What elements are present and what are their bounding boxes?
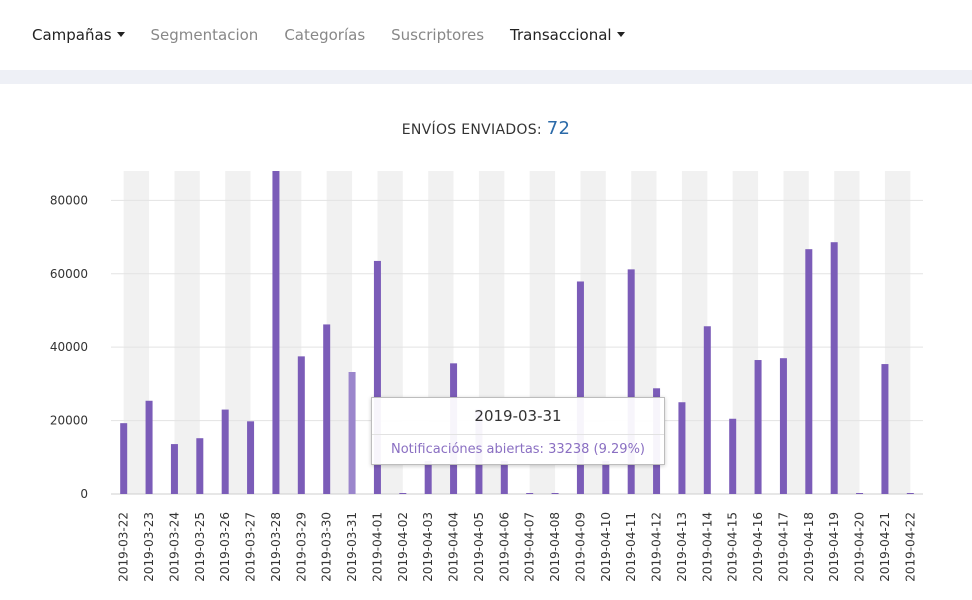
- chart-tooltip: 2019-03-31 Notificaciónes abiertas: 3323…: [371, 397, 665, 465]
- column-band: [225, 171, 251, 494]
- nav-item-segmentacion[interactable]: Segmentacion: [151, 26, 259, 44]
- bar: [170, 444, 178, 494]
- caret-down-icon: [116, 32, 125, 37]
- bar: [779, 358, 787, 494]
- nav-item-label: Campañas: [32, 26, 112, 44]
- nav-item-transaccional[interactable]: Transaccional: [510, 26, 625, 44]
- bar: [881, 364, 889, 494]
- top-navbar: Campañas Segmentacion Categorías Suscrip…: [0, 0, 972, 70]
- x-tick-label: 2019-04-16: [751, 512, 765, 582]
- column-band: [681, 171, 708, 494]
- x-tick-label: 2019-04-14: [700, 512, 714, 582]
- column-band: [123, 171, 150, 494]
- caret-down-icon: [616, 32, 625, 37]
- x-tick-label: 2019-03-26: [218, 512, 232, 582]
- bar: [576, 281, 584, 494]
- x-tick-label: 2019-04-18: [802, 512, 816, 582]
- x-tick-label: 2019-04-03: [421, 512, 435, 582]
- bar: [247, 421, 255, 494]
- x-tick-label: 2019-03-22: [117, 512, 131, 582]
- x-tick-label: 2019-04-21: [878, 512, 892, 582]
- chart-title-prefix: ENVÍOS ENVIADOS:: [401, 122, 542, 138]
- bar: [120, 423, 128, 494]
- bar: [627, 269, 635, 494]
- tooltip-date: 2019-03-31: [372, 398, 664, 435]
- nav-item-suscriptores[interactable]: Suscriptores: [391, 26, 484, 44]
- x-tick-label: 2019-04-04: [447, 512, 461, 582]
- bar: [145, 400, 153, 494]
- x-tick-label: 2019-04-19: [827, 512, 841, 582]
- x-tick-label: 2019-04-06: [497, 512, 511, 582]
- bar: [729, 418, 737, 494]
- x-tick-label: 2019-03-30: [320, 512, 334, 582]
- x-tick-label: 2019-04-01: [370, 512, 384, 582]
- y-tick-label: 80000: [50, 193, 88, 207]
- x-tick-label: 2019-04-08: [548, 512, 562, 582]
- chart-title: ENVÍOS ENVIADOS: 72: [0, 118, 972, 139]
- x-tick-label: 2019-03-31: [345, 512, 359, 582]
- sent-count: 72: [546, 118, 571, 139]
- bar: [221, 409, 229, 494]
- y-tick-label: 20000: [50, 414, 88, 428]
- column-band: [884, 171, 911, 494]
- nav-item-label: Categorías: [284, 26, 366, 44]
- x-tick-label: 2019-04-13: [675, 512, 689, 582]
- x-tick-label: 2019-04-15: [726, 512, 740, 582]
- nav-item-label: Transaccional: [510, 26, 612, 44]
- bar: [551, 493, 559, 494]
- column-band: [834, 171, 860, 494]
- x-tick-label: 2019-04-07: [523, 512, 537, 582]
- x-tick-label: 2019-03-23: [142, 512, 156, 582]
- column-band: [275, 171, 302, 494]
- y-tick-label: 60000: [50, 267, 88, 281]
- bar: [703, 326, 711, 494]
- x-tick-label: 2019-04-12: [650, 512, 664, 582]
- bar: [348, 372, 356, 494]
- nav-item-label: Suscriptores: [391, 26, 485, 44]
- nav-item-categorias[interactable]: Categorías: [284, 26, 365, 44]
- x-tick-label: 2019-04-11: [624, 512, 638, 582]
- nav-item-label: Segmentacion: [150, 26, 259, 44]
- x-tick-label: 2019-03-24: [167, 512, 181, 582]
- bar: [526, 493, 534, 494]
- bar: [373, 260, 381, 494]
- column-band: [174, 171, 200, 494]
- bar: [323, 324, 331, 494]
- x-tick-label: 2019-04-05: [472, 512, 486, 582]
- bar: [856, 493, 864, 494]
- y-tick-label: 40000: [50, 340, 88, 354]
- bar: [424, 460, 432, 494]
- bar: [602, 460, 610, 494]
- y-tick-label: 0: [80, 487, 88, 501]
- bar: [678, 402, 686, 494]
- x-tick-label: 2019-04-09: [573, 512, 587, 582]
- bar: [297, 356, 305, 494]
- bar: [272, 171, 280, 494]
- x-tick-label: 2019-03-27: [244, 512, 258, 582]
- bar: [805, 249, 813, 494]
- bar: [399, 493, 407, 494]
- page-divider-band: [0, 70, 972, 84]
- x-tick-label: 2019-03-28: [269, 512, 283, 582]
- x-tick-label: 2019-04-20: [853, 512, 867, 582]
- bar: [196, 438, 204, 494]
- bar: [500, 460, 508, 494]
- x-tick-label: 2019-04-02: [396, 512, 410, 582]
- x-tick-label: 2019-03-25: [193, 512, 207, 582]
- x-tick-label: 2019-04-17: [776, 512, 790, 582]
- x-tick-label: 2019-03-29: [294, 512, 308, 582]
- column-band: [732, 171, 759, 494]
- nav-item-campanas[interactable]: Campañas: [32, 26, 125, 44]
- bar: [906, 493, 914, 494]
- x-tick-label: 2019-04-10: [599, 512, 613, 582]
- bar: [830, 242, 838, 494]
- tooltip-text: Notificaciónes abiertas: 33238 (9.29%): [391, 442, 645, 457]
- bar: [754, 360, 762, 494]
- column-band: [783, 171, 809, 494]
- x-tick-label: 2019-04-22: [903, 512, 917, 582]
- column-band: [326, 171, 353, 494]
